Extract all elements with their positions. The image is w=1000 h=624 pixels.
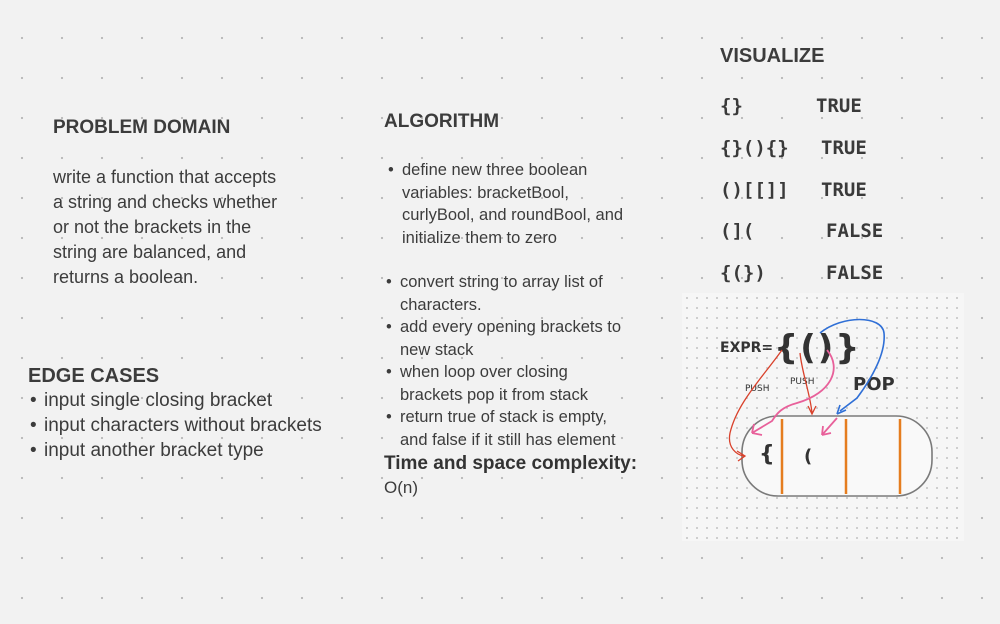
problem-line: or not the brackets in the <box>53 217 252 237</box>
algorithm-step-line: brackets pop it from stack <box>400 385 588 404</box>
stack-item: ( <box>804 446 812 467</box>
visualize-result: TRUE <box>821 179 867 201</box>
algorithm-step-line: when loop over closing <box>400 363 568 381</box>
arrow-head <box>836 404 847 415</box>
pop-arrow-pink <box>751 349 835 434</box>
push-arrow-red <box>799 352 813 414</box>
visualize-title: VISUALIZE <box>720 45 825 67</box>
complexity-title: Time and space complexity: <box>384 453 638 474</box>
pop-arrow-pink <box>821 417 838 436</box>
algorithm-title: ALGORITHM <box>384 111 500 132</box>
problem-line: a string and checks whether <box>53 192 278 212</box>
algorithm-step-list-1: define new three boolean variables: brac… <box>386 159 676 249</box>
problem-line: string are balanced, and <box>53 242 247 262</box>
algorithm-step: when loop over closing brackets pop it f… <box>384 361 674 406</box>
algorithm-step-line: variables: bracketBool, <box>402 183 569 202</box>
algorithm-step-line: new stack <box>400 340 474 359</box>
arrow-head <box>751 423 763 436</box>
stack-sketch: EXPR= {()} PUSH PUSH POP { ( <box>720 318 933 497</box>
algorithm-step-line: and false if it still has element <box>400 430 616 449</box>
problem-line: returns a boolean. <box>53 267 199 287</box>
visualize-result: TRUE <box>816 95 862 117</box>
edge-case-item: input characters without brackets <box>28 413 368 438</box>
stack-sketch-panel: EXPR= {()} PUSH PUSH POP { ( <box>682 293 964 541</box>
arrow-head <box>821 425 832 436</box>
arrow-head <box>736 450 747 462</box>
algorithm-step-list-2: convert string to array list of characte… <box>384 271 674 451</box>
visualize-expression: {(}) <box>720 262 766 284</box>
visualize-result: FALSE <box>826 262 884 284</box>
push-label: PUSH <box>745 384 770 394</box>
edge-case-item: input single closing bracket <box>28 388 368 413</box>
edge-case-item: input another bracket type <box>28 438 368 463</box>
problem-domain-title: PROBLEM DOMAIN <box>53 117 231 138</box>
algorithm-step-line: add every opening brackets to <box>400 318 622 336</box>
algorithm-step-line: return true of stack is empty, <box>400 408 607 426</box>
expr-label: EXPR= <box>720 340 773 356</box>
visualize-result: TRUE <box>821 137 867 159</box>
visualize-expression: (]( <box>720 220 755 242</box>
expr-value: {()} <box>774 328 862 368</box>
edge-cases-list: input single closing bracket input chara… <box>28 388 368 463</box>
algorithm-step: add every opening brackets to new stack <box>384 316 674 361</box>
visualize-result: FALSE <box>826 220 884 242</box>
problem-domain-text: write a function that accepts a string a… <box>53 165 353 290</box>
visualize-expression: {} <box>720 95 743 117</box>
edge-cases-title: EDGE CASES <box>28 365 160 387</box>
algorithm-step-line: characters. <box>400 295 482 314</box>
algorithm-step: convert string to array list of characte… <box>384 271 674 316</box>
algorithm-step: return true of stack is empty, and false… <box>384 406 674 451</box>
algorithm-step-line: curlyBool, and roundBool, and <box>402 206 624 224</box>
algorithm-step-line: convert string to array list of <box>400 273 603 291</box>
algorithm-step-line: define new three boolean <box>402 161 588 179</box>
push-arrow-red <box>728 349 783 457</box>
algorithm-step-line: initialize them to zero <box>402 228 557 247</box>
push-label: PUSH <box>790 377 815 387</box>
arrow-head <box>807 405 817 416</box>
stack-item: { <box>759 442 775 467</box>
algorithm-step: define new three boolean variables: brac… <box>386 159 676 249</box>
visualize-expression: ()[[]] <box>720 179 789 201</box>
complexity-value: O(n) <box>384 478 418 497</box>
visualize-expression: {}(){} <box>720 137 789 159</box>
pop-label: POP <box>853 374 895 395</box>
pop-arrow-blue <box>819 318 885 412</box>
problem-line: write a function that accepts <box>53 167 277 187</box>
